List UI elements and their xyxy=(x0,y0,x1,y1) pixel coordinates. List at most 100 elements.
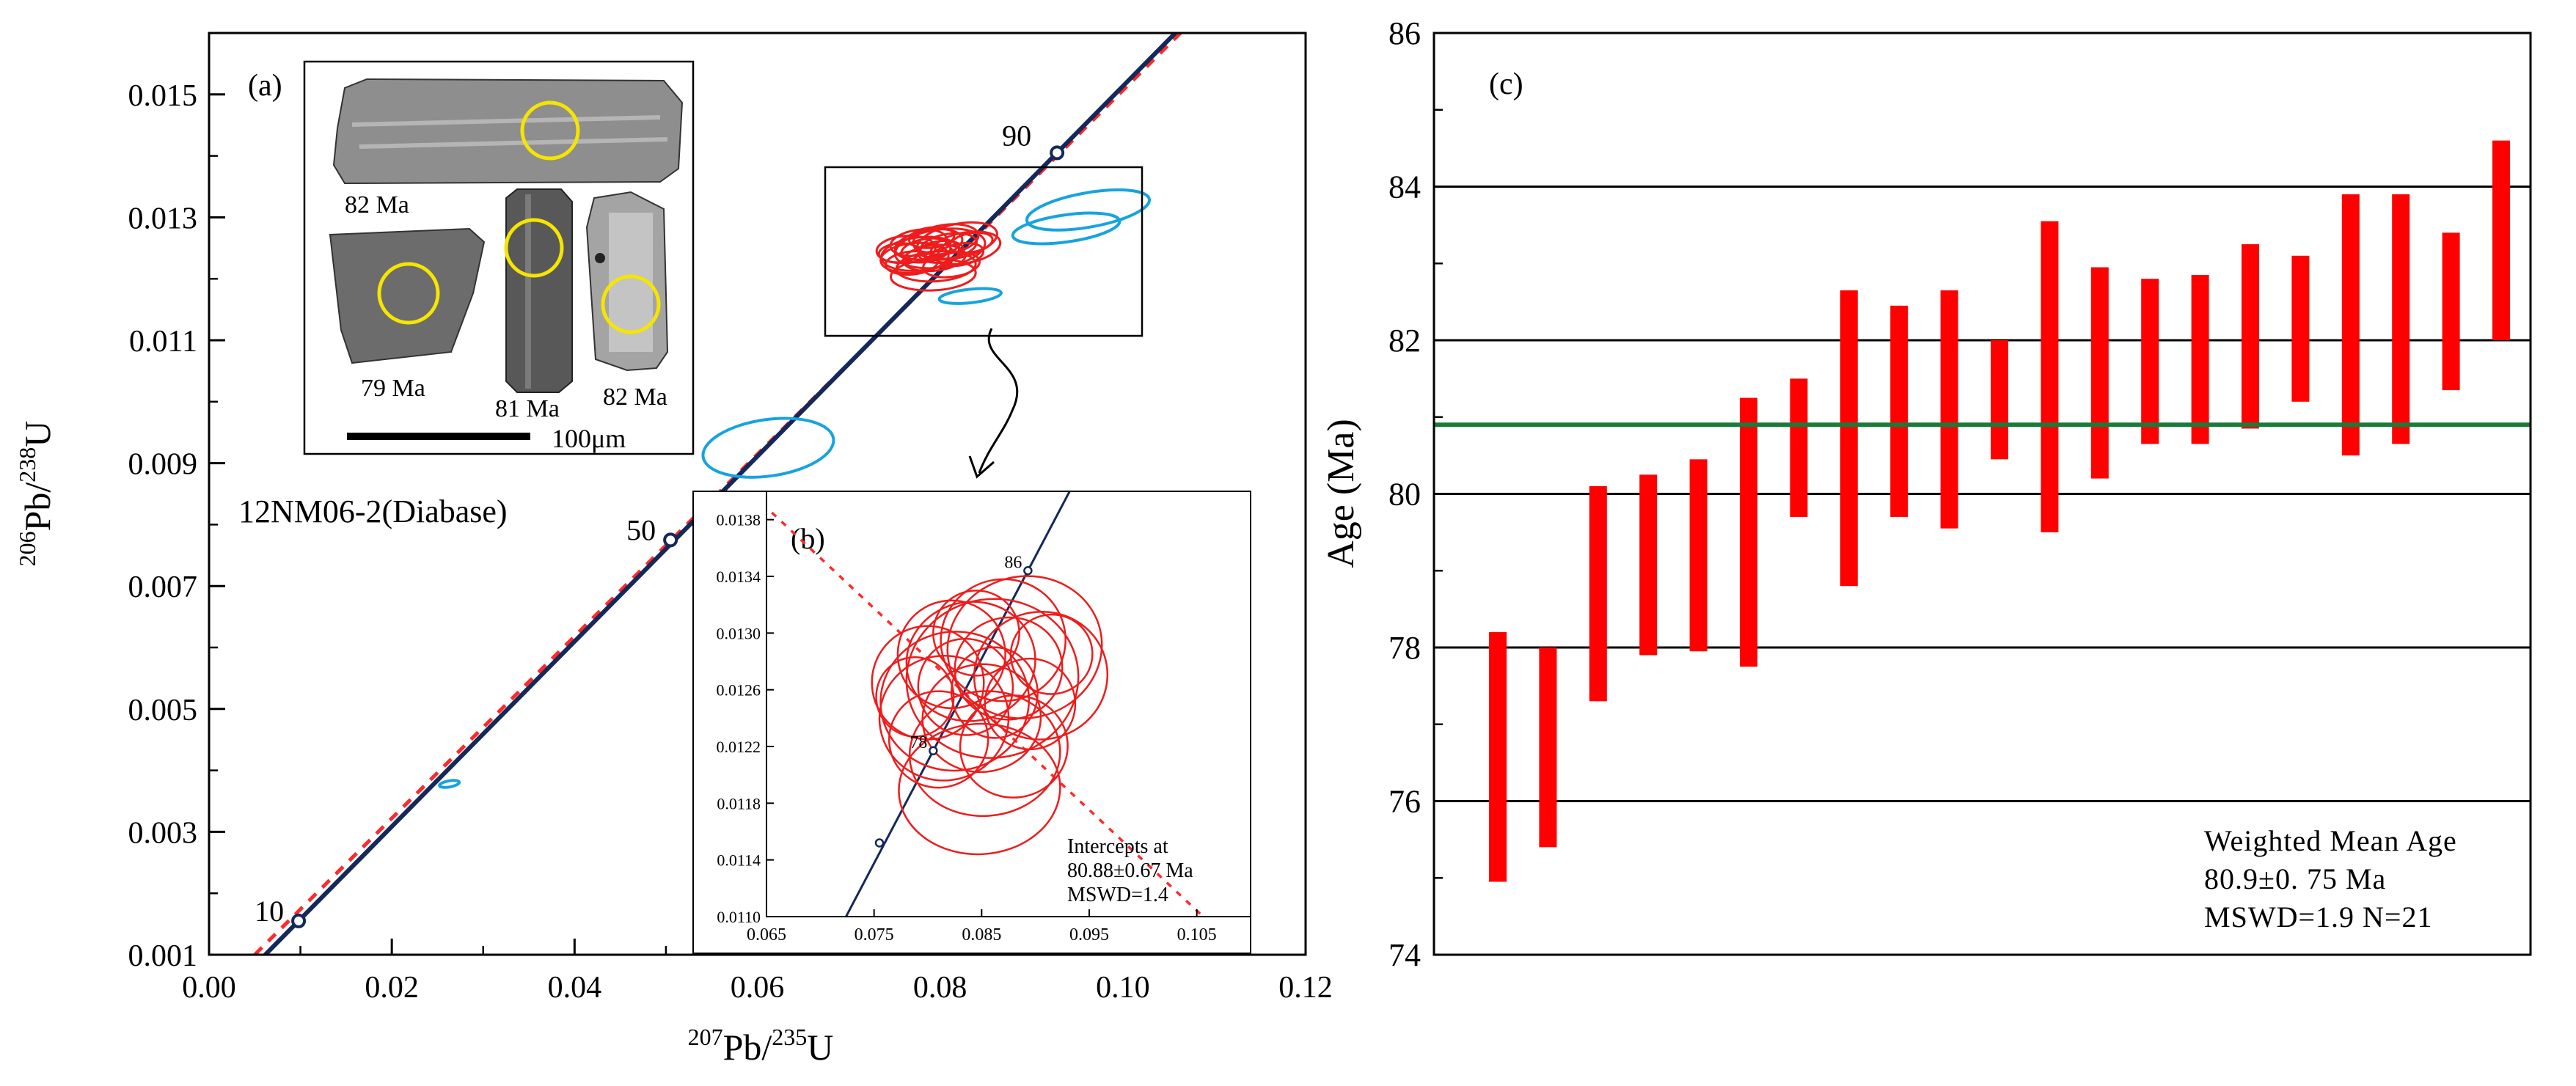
x-label-superscript-235: 235 xyxy=(772,1024,807,1050)
age-error-bar xyxy=(2242,244,2259,429)
inset-b-background xyxy=(692,491,1251,954)
zircon-inclusion xyxy=(595,253,605,263)
y-tick-label-a: 0.003 xyxy=(128,816,198,850)
age-error-bar xyxy=(1940,290,1958,529)
concordia-age-marker xyxy=(1050,145,1065,161)
x-tick-label-b: 0.075 xyxy=(855,925,894,944)
error-ellipse-b xyxy=(888,690,989,789)
error-ellipse-b xyxy=(954,616,1064,721)
error-ellipse-b xyxy=(973,610,1109,741)
error-ellipse-b xyxy=(878,654,1010,782)
plot-frame-a xyxy=(208,32,1307,956)
cl-grain-2-age: 79 Ma xyxy=(361,375,425,402)
age-error-bar xyxy=(1790,378,1808,517)
y-tick-label-b: 0.0114 xyxy=(717,851,761,870)
analysis-spot-1 xyxy=(520,100,580,161)
x-tick-label-a: 0.12 xyxy=(1278,971,1333,1005)
error-ellipse-b xyxy=(871,625,985,741)
y-tick-label-b: 0.0138 xyxy=(717,511,761,529)
error-ellipse-b xyxy=(875,656,955,738)
zircon-grain-4-core xyxy=(609,213,653,352)
error-ellipse-b xyxy=(898,722,1061,856)
x-tick-label-b: 0.065 xyxy=(747,925,786,944)
y-tick-label-b: 0.0122 xyxy=(717,738,761,756)
y-tick-label-c: 86 xyxy=(1388,15,1421,51)
y-tick-labels-c: 74 76 78 80 82 84 86 xyxy=(1388,15,1421,973)
blue-error-ellipse xyxy=(1025,188,1152,232)
plot-frame-c xyxy=(1432,32,2532,956)
concordia-age-marker-b xyxy=(929,746,938,756)
concordia-age-label: 50 xyxy=(626,513,656,546)
x-tick-labels-a: 0.00 0.02 0.04 0.06 0.08 0.10 0.12 xyxy=(182,971,1333,1005)
cl-scale-bar xyxy=(347,433,530,440)
y-tick-label-a: 0.009 xyxy=(128,448,198,482)
y-tick-label-c: 76 xyxy=(1388,784,1421,820)
y-tick-label-c: 80 xyxy=(1388,477,1421,513)
age-error-bar xyxy=(1589,486,1607,702)
age-error-bar xyxy=(2442,232,2460,391)
concordia-a-plot-area: 10 50 90 xyxy=(253,33,1184,955)
y-tick-label-b: 0.0110 xyxy=(717,908,761,926)
x-tick-label-a: 0.08 xyxy=(913,971,967,1005)
x-label-superscript-207: 207 xyxy=(688,1024,723,1050)
x-axis-label-a: 207Pb/235U xyxy=(688,1024,834,1068)
plot-frame-b xyxy=(766,491,1251,917)
concordia-age-label-b: 86 xyxy=(1004,553,1022,572)
age-error-bar xyxy=(1991,340,2008,460)
age-error-bar xyxy=(1639,474,1658,656)
blue-error-ellipse xyxy=(937,287,1003,305)
x-tick-label-a: 0.02 xyxy=(365,971,419,1005)
error-ellipse-b xyxy=(905,601,1036,722)
y-tick-label-b: 0.0126 xyxy=(717,681,761,700)
x-tick-label-b: 0.085 xyxy=(962,925,1001,944)
age-error-bar xyxy=(2191,274,2209,444)
concordia-age-marker xyxy=(663,532,678,548)
panel-label-c: (c) xyxy=(1489,67,1523,101)
weighted-mean-age-panel-c: 74 76 78 80 82 84 86 Age (Ma) (c) Weighted Mea… xyxy=(1320,15,2532,973)
error-ellipse-b xyxy=(905,598,1080,759)
age-error-bar xyxy=(1489,632,1507,882)
y-tick-label-b: 0.0118 xyxy=(717,794,761,812)
y-axis-label-c: Age (Ma) xyxy=(1320,419,1362,568)
zircon-grain-1-zoning xyxy=(351,115,668,149)
zoom-arrow xyxy=(978,328,1019,474)
x-tick-label-a: 0.10 xyxy=(1096,971,1150,1005)
cl-grain-3-age: 81 Ma xyxy=(495,395,560,422)
age-error-bar xyxy=(1890,305,1909,517)
analysis-spot-3 xyxy=(504,218,564,278)
sample-label: 12NM06-2(Diabase) xyxy=(238,494,508,529)
analysis-spot-4 xyxy=(601,274,661,334)
age-error-bar xyxy=(2392,194,2410,444)
red-error-ellipse xyxy=(907,226,956,249)
error-ellipse-b xyxy=(1009,613,1094,695)
inset-b-annotation-line2: 80.88±0.67 Ma xyxy=(1067,859,1193,882)
concordia-panel-a: 10 50 90 0.00 0.02 0.04 0.06 0.08 0.10 0.12 0.00… xyxy=(14,32,1333,1068)
y-tick-label-a: 0.011 xyxy=(129,325,197,359)
red-error-ellipse xyxy=(948,231,994,254)
y-tick-label-a: 0.005 xyxy=(128,694,198,727)
age-error-bar xyxy=(2492,140,2510,340)
error-ellipse-b xyxy=(932,590,1020,677)
y-tick-label-c: 74 xyxy=(1388,937,1421,973)
y-tick-label-c: 78 xyxy=(1388,630,1421,666)
zircon-grain-1 xyxy=(332,78,684,185)
age-error-bar xyxy=(2090,267,2109,479)
blue-error-ellipse xyxy=(1011,211,1121,246)
x-tick-label-a: 0.06 xyxy=(731,971,785,1005)
zircon-grain-3 xyxy=(505,188,573,393)
concordia-age-marker xyxy=(291,913,307,928)
cl-scale-label: 100μm xyxy=(552,424,626,453)
y-tick-label-a: 0.013 xyxy=(128,202,198,235)
concordia-age-label: 90 xyxy=(1002,119,1031,152)
analysis-spot-2 xyxy=(377,262,440,325)
red-error-ellipse xyxy=(877,242,921,264)
blue-error-ellipse xyxy=(701,417,835,479)
axis-b-ticks: 0.065 0.075 0.085 0.095 0.105 0.0110 0.0114 0.0… xyxy=(717,511,1217,944)
concordia-age-marker-b xyxy=(1023,566,1033,576)
y-label-u: U xyxy=(17,421,58,447)
y-tick-labels-a: 0.001 0.003 0.005 0.007 0.009 0.011 0.013 0.015 xyxy=(128,79,198,973)
y-label-superscript-238: 238 xyxy=(14,447,40,483)
x-tick-label-a: 0.00 xyxy=(182,971,236,1005)
age-error-bar xyxy=(2041,221,2059,532)
